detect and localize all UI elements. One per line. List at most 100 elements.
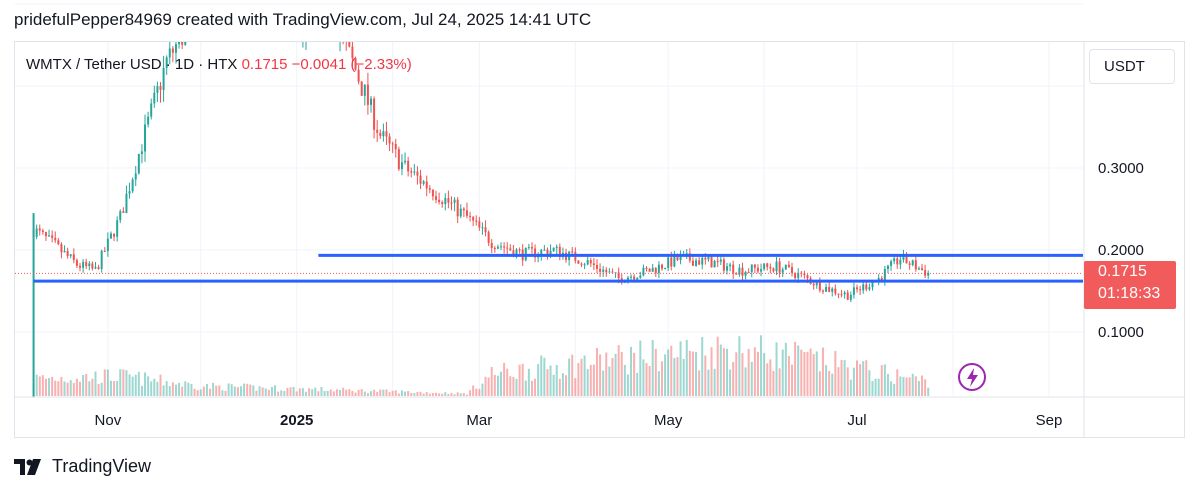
volume-bar — [44, 378, 47, 396]
candle-body — [580, 263, 583, 265]
candle-body — [131, 179, 134, 192]
candle-body — [914, 260, 917, 270]
volume-bar — [524, 380, 527, 396]
candle-body — [518, 249, 521, 251]
volume-bar — [800, 349, 803, 396]
volume-bar — [893, 383, 896, 396]
candle-body — [106, 238, 109, 252]
candle-body — [657, 264, 660, 273]
volume-bar — [722, 348, 725, 396]
candle-body — [465, 210, 468, 216]
footer-brand: TradingView — [52, 456, 152, 476]
candle-body — [726, 266, 728, 271]
volume-bar — [865, 360, 868, 396]
candle-body — [639, 275, 642, 278]
volume-bar — [419, 391, 422, 396]
volume-bar — [459, 393, 462, 396]
candle-body — [849, 294, 852, 300]
volume-bar — [654, 348, 657, 396]
candle-body — [704, 257, 707, 260]
bar-countdown: 01:18:33 — [1098, 285, 1161, 302]
candle-body — [766, 263, 769, 268]
volume-bar — [100, 382, 103, 396]
candle-body — [772, 268, 775, 272]
volume-bar — [128, 374, 131, 396]
volume-bar — [843, 360, 846, 396]
volume-bar — [209, 388, 212, 396]
candle-body — [586, 260, 589, 265]
volume-bar — [859, 364, 862, 396]
candle-body — [35, 228, 38, 237]
volume-bar — [583, 355, 586, 396]
volume-bar — [91, 378, 94, 396]
currency-button[interactable]: USDT — [1089, 49, 1175, 84]
volume-bar — [481, 383, 484, 396]
candle-body — [370, 98, 372, 105]
volume-bar — [574, 378, 577, 396]
volume-bar — [837, 367, 840, 396]
volume-bar — [648, 365, 651, 396]
x-tick-label: Mar — [466, 412, 492, 429]
candle-body — [719, 259, 722, 262]
volume-bar — [927, 387, 930, 396]
volume-bar — [354, 392, 357, 396]
footer-logo[interactable]: TradingView — [14, 456, 151, 477]
candle-body — [382, 131, 385, 137]
volume-bar — [447, 394, 450, 396]
volume-bar — [438, 393, 441, 396]
candle-body — [144, 124, 147, 152]
volume-bar — [360, 389, 363, 396]
candle-body — [555, 246, 558, 248]
volume-bar — [896, 369, 899, 396]
volume-bar — [462, 393, 465, 396]
volume-bar — [162, 385, 165, 396]
volume-bar — [88, 381, 91, 396]
volume-bar — [113, 381, 116, 396]
candle-body — [459, 208, 462, 217]
x-tick-label: Nov — [95, 412, 122, 429]
volume-bar — [521, 363, 524, 396]
volume-bar — [537, 363, 540, 396]
volume-bar — [48, 378, 51, 396]
volume-bar — [196, 390, 199, 396]
last-price-value: 0.1715 — [1098, 263, 1147, 280]
candle-body — [425, 181, 428, 189]
volume-bar — [657, 371, 660, 396]
volume-bar — [747, 348, 750, 396]
volume-bar — [116, 380, 119, 396]
candle-body — [128, 191, 131, 194]
candle-body — [821, 290, 824, 292]
volume-bar — [902, 376, 905, 396]
volume-bar — [809, 348, 812, 396]
candle-body — [453, 199, 456, 203]
volume-bar — [831, 373, 834, 396]
candle-body — [94, 267, 97, 269]
alert-lightning-icon[interactable] — [958, 363, 986, 391]
candle-body — [921, 268, 924, 271]
volume-bar — [289, 387, 292, 396]
volume-bar — [153, 378, 156, 396]
candle-body — [633, 276, 636, 280]
volume-bar — [490, 366, 493, 396]
volume-bar — [51, 376, 54, 396]
volume-bar — [778, 368, 781, 396]
candle-body — [893, 258, 896, 262]
candle-body — [122, 211, 125, 213]
volume-bar — [335, 389, 338, 396]
volume-bar — [224, 390, 227, 396]
candle-body — [753, 264, 756, 268]
volume-bar — [441, 393, 444, 396]
candle-body — [701, 257, 704, 265]
volume-bar — [555, 365, 558, 396]
symbol-name[interactable]: WMTX / Tether USD · 1D · HTX — [26, 56, 238, 73]
candle-body — [859, 289, 862, 291]
candle-body — [794, 272, 797, 279]
volume-bar — [791, 364, 794, 396]
candle-body — [97, 267, 100, 269]
candle-body — [428, 188, 431, 190]
volume-bar — [561, 373, 564, 396]
volume-bar — [397, 393, 400, 396]
x-tick-label: 2025 — [280, 412, 313, 429]
volume-bar — [868, 370, 871, 396]
